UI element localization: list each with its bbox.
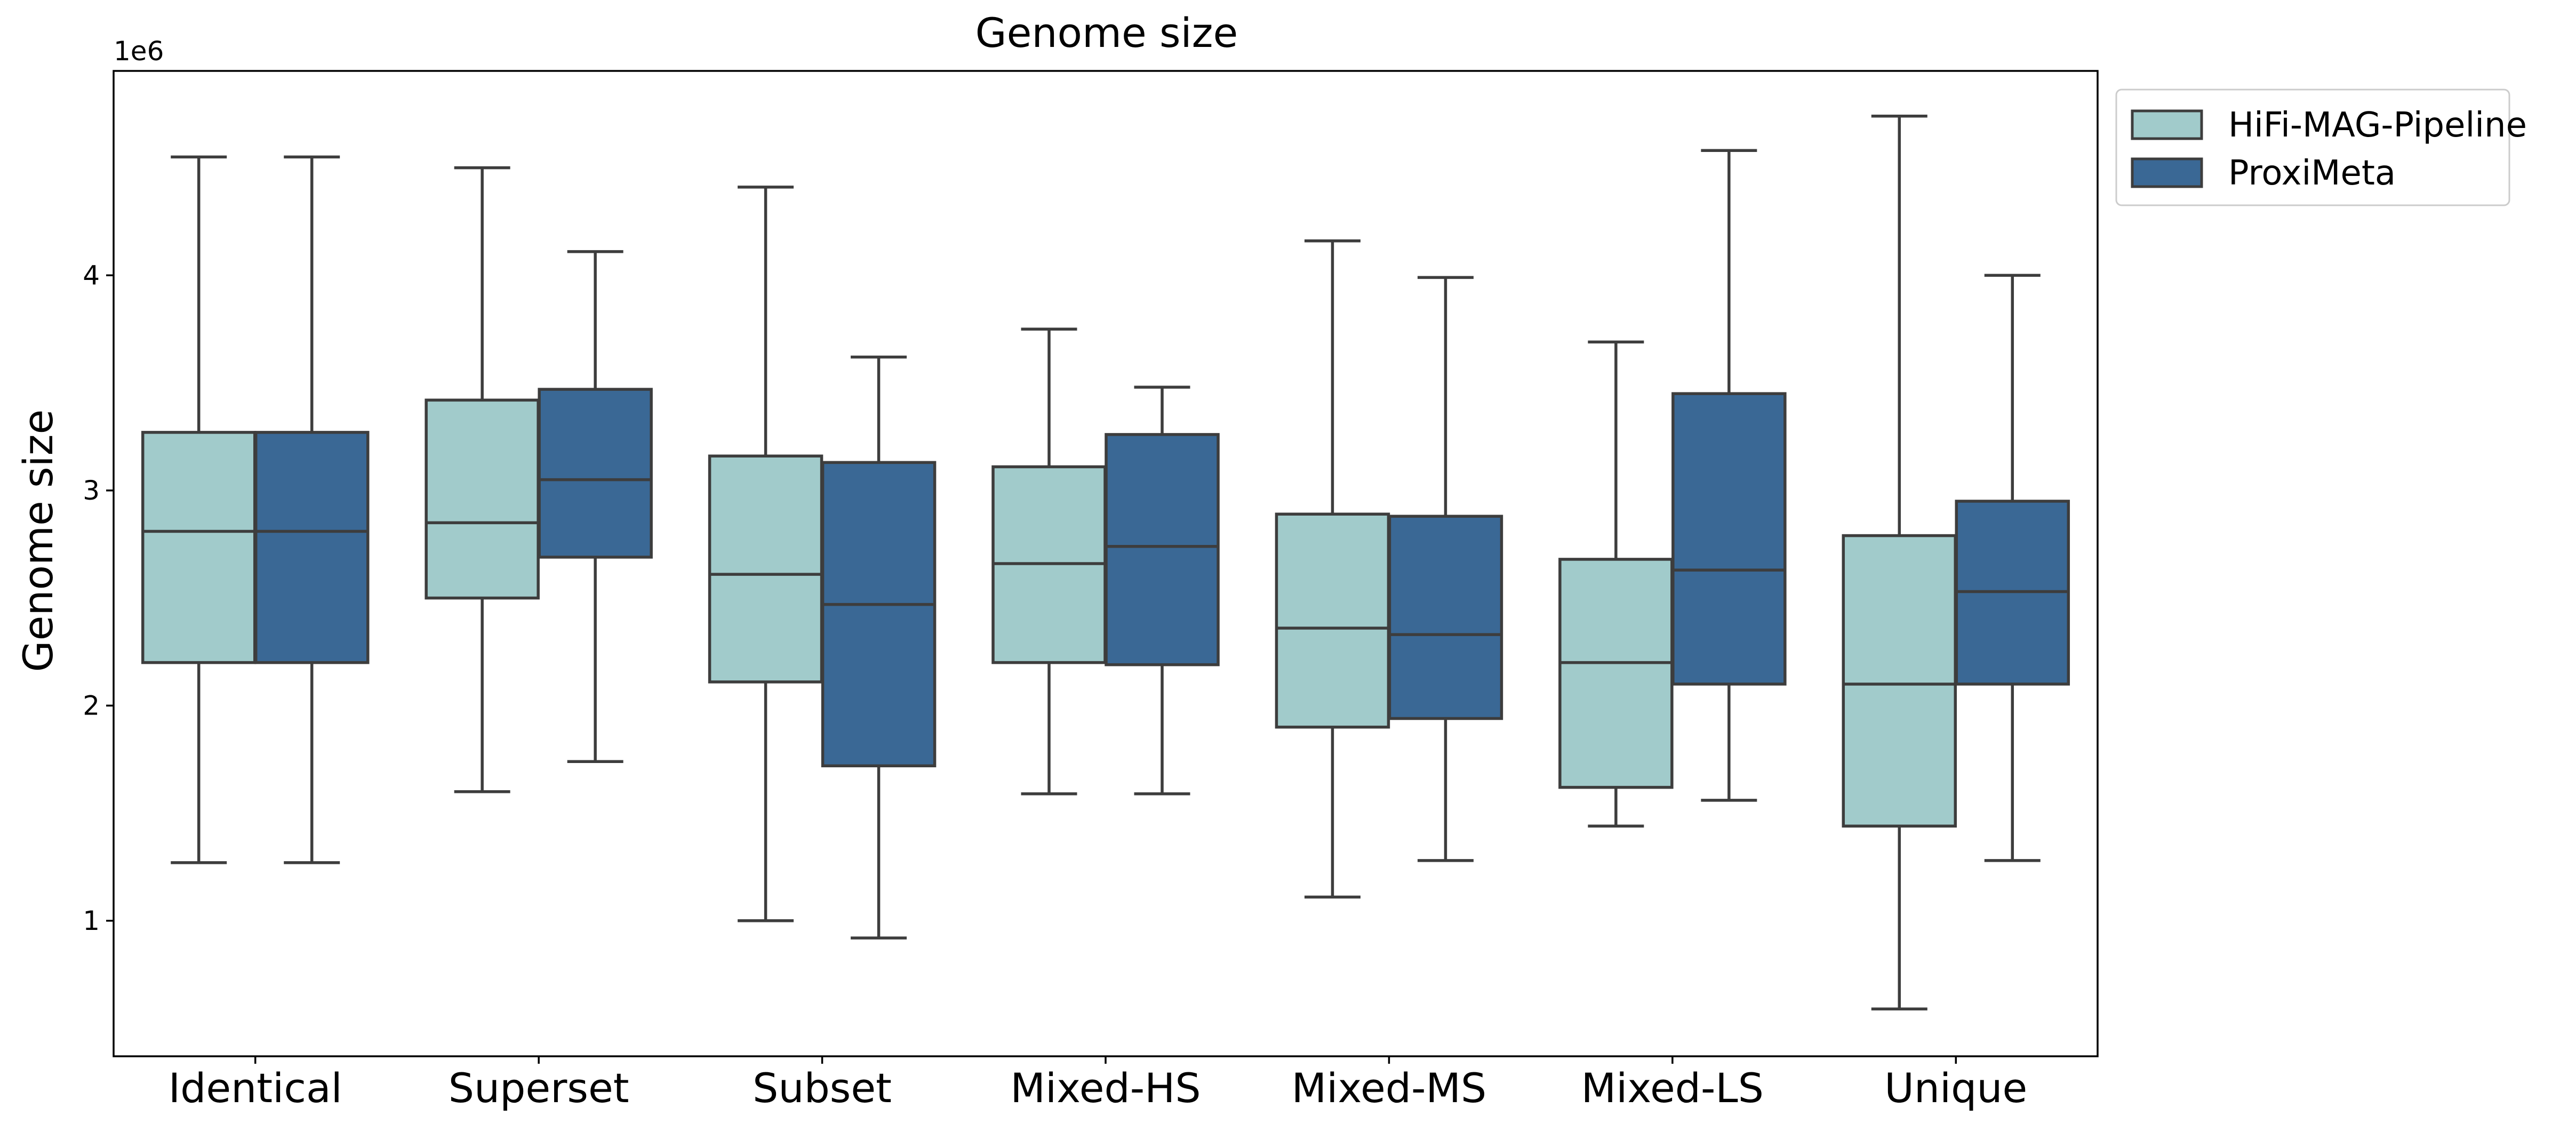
box-ProxiMeta-Mixed-HS	[1105, 386, 1220, 796]
box-ProxiMeta-Identical	[254, 155, 370, 864]
legend-frame	[2115, 89, 2510, 206]
x-tick-label: Unique	[1884, 1064, 2027, 1112]
box-HiFi-MAG-Pipeline-Mixed-HS	[991, 327, 1107, 796]
chart-title: Genome size	[975, 9, 1238, 57]
legend-label: HiFi-MAG-Pipeline	[2228, 106, 2527, 145]
legend-swatch	[2131, 109, 2203, 140]
box-ProxiMeta-Superset	[538, 250, 653, 763]
axes: 1 2 3 4 Identical Superset Subset Mixed-HS Mixed…	[83, 260, 2027, 1112]
x-tick-label: Mixed-LS	[1581, 1064, 1764, 1112]
box-iqr	[538, 388, 653, 559]
box-iqr	[425, 398, 540, 600]
y-tick-label: 2	[83, 690, 100, 721]
x-tick-label: Subset	[753, 1064, 892, 1112]
box-ProxiMeta-Unique	[1955, 274, 2070, 862]
box-iqr	[821, 461, 937, 768]
box-iqr	[1388, 515, 1503, 720]
y-tick-label: 1	[83, 905, 100, 936]
y-axis-offset-label: 1e6	[114, 36, 164, 67]
box-iqr	[1842, 534, 1957, 828]
box-HiFi-MAG-Pipeline-Superset	[425, 166, 540, 793]
y-axis-label: Genome size	[14, 410, 62, 672]
box-iqr	[254, 431, 370, 664]
x-tick-label: Mixed-HS	[1010, 1064, 1201, 1112]
box-HiFi-MAG-Pipeline-Mixed-MS	[1275, 239, 1390, 899]
y-tick-label: 4	[83, 260, 100, 291]
box-iqr	[708, 454, 823, 684]
box-iqr	[141, 431, 257, 664]
plot-area	[141, 114, 2070, 1010]
box-iqr	[1105, 433, 1220, 667]
box-HiFi-MAG-Pipeline-Mixed-LS	[1558, 340, 1674, 828]
box-ProxiMeta-Subset	[821, 355, 937, 940]
x-tick-label: Identical	[169, 1064, 342, 1112]
legend-swatch	[2131, 157, 2203, 188]
box-ProxiMeta-Mixed-MS	[1388, 276, 1503, 862]
box-HiFi-MAG-Pipeline-Unique	[1842, 114, 1957, 1010]
x-tick-label: Mixed-MS	[1292, 1064, 1487, 1112]
legend-label: ProxiMeta	[2228, 154, 2396, 193]
y-tick-label: 3	[83, 475, 100, 506]
legend: HiFi-MAG-Pipeline ProxiMeta	[2115, 89, 2527, 206]
box-HiFi-MAG-Pipeline-Subset	[708, 186, 823, 922]
box-iqr	[1671, 392, 1787, 686]
x-tick-label: Superset	[449, 1064, 629, 1112]
box-HiFi-MAG-Pipeline-Identical	[141, 155, 257, 864]
box-iqr	[1558, 558, 1674, 789]
box-iqr	[1275, 512, 1390, 729]
box-ProxiMeta-Mixed-LS	[1671, 149, 1787, 802]
